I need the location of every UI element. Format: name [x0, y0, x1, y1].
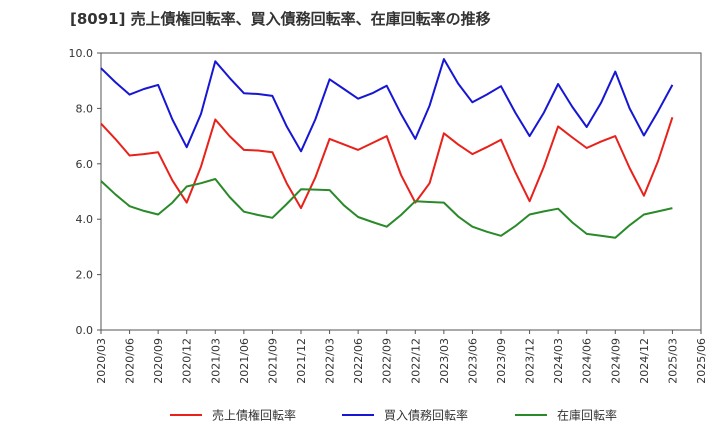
legend-label-1: 買入債務回転率 [384, 408, 468, 423]
x-tick-label: 2021/12 [295, 338, 308, 384]
x-tick-label: 2020/03 [95, 338, 108, 384]
x-tick-label: 2022/12 [409, 338, 422, 384]
series-line-0 [100, 116, 674, 210]
y-tick-label: 6.0 [76, 158, 94, 171]
x-tick-label: 2020/09 [152, 338, 165, 384]
x-tick-label: 2025/06 [695, 338, 708, 384]
x-tick-label: 2023/12 [524, 338, 537, 384]
series-lines [100, 58, 674, 239]
x-tick-label: 2023/06 [466, 338, 479, 384]
legend-label-0: 売上債権回転率 [212, 408, 296, 423]
x-tick-label: 2024/03 [552, 338, 565, 384]
axes: 0.0 2.0 4.0 6.0 8.0 10.0 2020/03 2020/06 2020/09… [69, 47, 709, 384]
x-tick-label: 2021/09 [266, 338, 279, 384]
y-tick-label: 8.0 [76, 102, 94, 115]
x-tick-label: 2024/06 [581, 338, 594, 384]
chart-title: [8091] 売上債権回転率、買入債務回転率、在庫回転率の推移 [70, 10, 491, 28]
x-tick-label: 2022/09 [381, 338, 394, 384]
y-tick-label: 2.0 [76, 269, 94, 282]
series-line-1 [100, 58, 674, 153]
legend: 売上債権回転率 買入債務回転率 在庫回転率 [170, 408, 617, 423]
x-tick-label: 2021/03 [209, 338, 222, 384]
x-tick-label: 2020/06 [124, 338, 137, 384]
y-tick-label: 0.0 [76, 324, 94, 337]
x-tick-label: 2022/06 [352, 338, 365, 384]
y-tick-label: 4.0 [76, 213, 94, 226]
series-line-2 [100, 178, 673, 239]
legend-label-2: 在庫回転率 [557, 408, 617, 423]
x-tick-label: 2021/06 [238, 338, 251, 384]
x-tick-label: 2023/03 [438, 338, 451, 384]
x-tick-label: 2022/03 [324, 338, 337, 384]
x-tick-label: 2020/12 [181, 338, 194, 384]
x-tick-label: 2023/09 [495, 338, 508, 384]
x-tick-label: 2024/09 [609, 338, 622, 384]
y-tick-label: 10.0 [69, 47, 94, 60]
x-tick-label: 2025/03 [666, 338, 679, 384]
x-tick-label: 2024/12 [638, 338, 651, 384]
plot-frame [100, 52, 702, 331]
